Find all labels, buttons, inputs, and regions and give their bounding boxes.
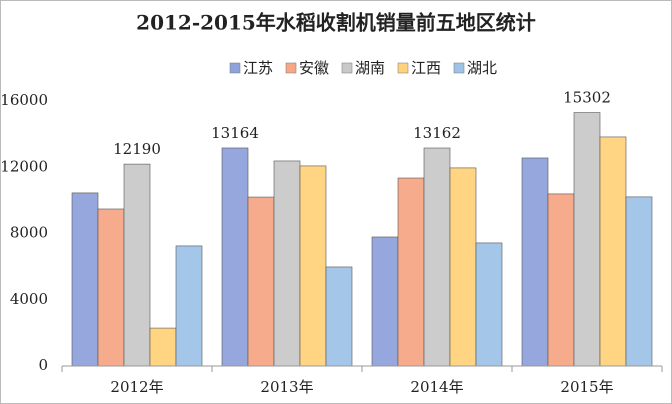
legend-swatch (229, 62, 241, 74)
legend-label: 湖北 (467, 59, 497, 77)
bar (221, 147, 249, 367)
legend-swatch (341, 62, 353, 74)
data-label: 15302 (563, 89, 611, 107)
y-tick-label: 12000 (0, 157, 48, 175)
chart-title: 2012-2015年水稻收割机销量前五地区统计 (136, 11, 536, 35)
bar (475, 242, 503, 367)
y-tick-label: 16000 (0, 91, 48, 109)
legend-label: 湖南 (355, 59, 385, 77)
bar (175, 245, 203, 367)
x-tick-label: 2013年 (260, 378, 313, 396)
bar (149, 327, 177, 367)
bar (71, 192, 99, 367)
bar (299, 165, 327, 367)
y-tick-label: 8000 (10, 224, 48, 242)
x-tick-label: 2014年 (410, 378, 463, 396)
bar (325, 266, 353, 367)
y-tick-label: 0 (38, 356, 48, 374)
data-label: 12190 (113, 140, 161, 158)
legend-swatch (285, 62, 297, 74)
bar (273, 160, 301, 367)
y-tick-label: 4000 (10, 290, 48, 308)
legend-swatch (397, 62, 409, 74)
bar (423, 147, 451, 367)
bar (123, 163, 151, 367)
legend-swatch (453, 62, 465, 74)
bar (547, 193, 575, 367)
bar (599, 136, 627, 367)
legend-label: 江西 (411, 59, 441, 77)
bar (521, 157, 549, 367)
legend-label: 江苏 (243, 59, 273, 77)
bar (97, 208, 125, 367)
bar (573, 112, 601, 367)
x-tick-label: 2012年 (110, 378, 163, 396)
bar (371, 236, 399, 367)
bar (625, 196, 653, 367)
legend-label: 安徽 (299, 59, 329, 77)
bar (449, 167, 477, 367)
bar (397, 177, 425, 367)
x-tick-label: 2015年 (560, 378, 613, 396)
data-label: 13164 (211, 124, 259, 142)
data-label: 13162 (413, 124, 461, 142)
bar (247, 196, 275, 367)
